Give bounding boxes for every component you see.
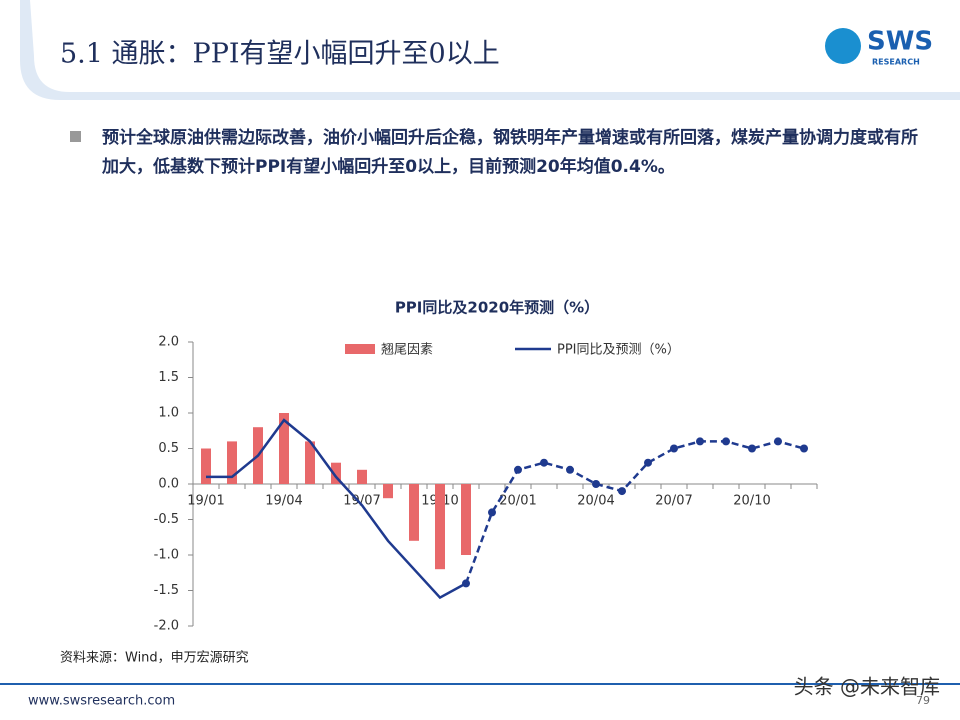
line <box>206 418 467 600</box>
y-tick-label: 2.0 <box>158 335 179 350</box>
bar <box>305 441 315 484</box>
chart-title: PPI同比及2020年预测（%） <box>395 299 599 317</box>
y-tick-label: 1.0 <box>158 406 179 421</box>
x-tick-label: 19/07 <box>343 494 380 509</box>
bullet-text: 预计全球原油供需边际改善，油价小幅回升后企稳，钢铁明年产量增速或有所回落，煤炭产… <box>102 128 918 177</box>
forecast-point <box>644 458 652 467</box>
page-number: 79 <box>916 694 930 707</box>
x-tick-label: 20/07 <box>655 494 692 509</box>
bar <box>201 448 211 484</box>
x-tick-label: 20/01 <box>499 494 536 509</box>
y-tick-label: -0.5 <box>154 512 179 527</box>
bar <box>409 484 419 541</box>
bullet-marker <box>70 131 81 142</box>
logo-sub: RESEARCH <box>872 58 920 67</box>
forecast-point <box>462 579 470 588</box>
forecast-line <box>464 440 805 584</box>
y-tick-label: 0.5 <box>158 441 179 456</box>
forecast-point <box>618 487 626 496</box>
bar <box>461 484 471 555</box>
bar <box>435 484 445 570</box>
forecast-point <box>592 480 600 488</box>
bar <box>227 441 237 484</box>
x-tick-label: 20/10 <box>733 494 770 509</box>
watermark: 头条 @未来智库 <box>794 675 940 699</box>
y-tick-label: 1.5 <box>158 370 179 385</box>
forecast-point <box>488 508 496 517</box>
slide-title: 5.1 通胀：PPI有望小幅回升至0以上 <box>60 39 500 70</box>
legend-label: 翘尾因素 <box>381 343 433 358</box>
x-tick-label: 19/01 <box>187 494 224 509</box>
forecast-point <box>748 444 756 453</box>
forecast-point <box>670 444 678 453</box>
y-tick-label: -1.0 <box>154 548 179 563</box>
bar <box>383 484 393 499</box>
forecast-point <box>514 465 522 474</box>
forecast-point <box>696 437 704 446</box>
bar <box>331 462 341 484</box>
logo: SWS <box>867 27 933 57</box>
forecast-point <box>566 465 574 474</box>
y-tick-label: -1.5 <box>154 583 179 598</box>
header-panel <box>30 0 960 92</box>
forecast-point <box>800 444 808 453</box>
x-tick-label: 20/04 <box>577 494 614 509</box>
legend-swatch <box>345 344 375 354</box>
footer-url: www.swsresearch.com <box>28 694 175 709</box>
forecast-point <box>540 458 548 467</box>
y-tick-label: 0.0 <box>158 477 179 492</box>
bar <box>279 413 289 484</box>
forecast-point <box>722 437 730 446</box>
x-tick-label: 19/04 <box>265 494 302 509</box>
forecast-point <box>774 437 782 446</box>
legend-label: PPI同比及预测（%） <box>557 343 680 358</box>
source: 资料来源：Wind，申万宏源研究 <box>60 651 249 666</box>
y-tick-label: -2.0 <box>154 619 179 634</box>
bar <box>357 469 367 484</box>
logo-icon <box>825 28 861 64</box>
